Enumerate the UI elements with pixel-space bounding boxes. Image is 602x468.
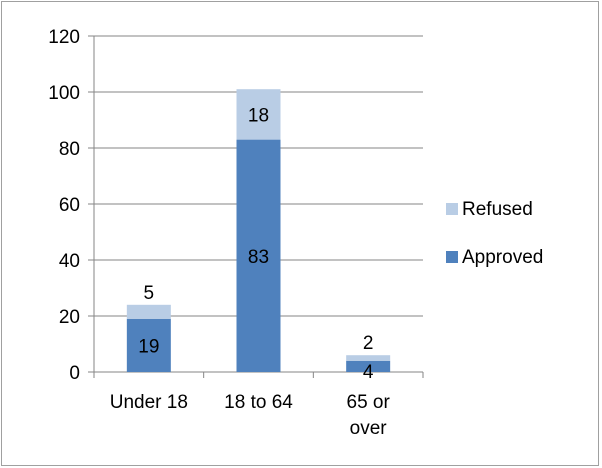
data-label-approved: 83 xyxy=(248,247,269,268)
bar-refused-1 xyxy=(236,89,281,140)
bar-approved-1 xyxy=(236,139,281,372)
x-category-label: Under 18 xyxy=(110,392,188,413)
y-tick-label: 100 xyxy=(48,83,80,104)
y-tick-label: 0 xyxy=(69,363,80,384)
y-tick-label: 120 xyxy=(48,27,80,48)
x-category-label: over xyxy=(350,418,388,439)
y-tick-label: 40 xyxy=(59,251,80,272)
x-category-label: 65 or xyxy=(347,392,391,413)
bar-approved-0 xyxy=(126,318,171,372)
labels: 0 20 40 60 80 100 120 19 5 Under 18 83 18 18 to 64 4 2… xyxy=(48,27,390,439)
bar-refused-0 xyxy=(126,304,171,319)
bars xyxy=(126,89,391,372)
legend-swatch-approved xyxy=(446,251,458,263)
legend-label-refused: Refused xyxy=(462,199,533,220)
bar-approved-2 xyxy=(346,360,391,372)
legend: Refused Approved xyxy=(446,199,543,268)
data-label-refused: 18 xyxy=(248,105,269,126)
legend-swatch-refused xyxy=(446,203,458,215)
bar-refused-2 xyxy=(346,355,391,361)
x-category-label: 18 to 64 xyxy=(224,392,293,413)
data-label-approved: 4 xyxy=(363,362,374,383)
y-tick-label: 20 xyxy=(59,307,80,328)
y-tick-label: 60 xyxy=(59,195,80,216)
data-label-approved: 19 xyxy=(138,336,159,357)
data-label-refused: 2 xyxy=(363,333,374,354)
y-tick-label: 80 xyxy=(59,139,80,160)
legend-label-approved: Approved xyxy=(462,247,543,268)
data-label-refused: 5 xyxy=(144,283,155,304)
